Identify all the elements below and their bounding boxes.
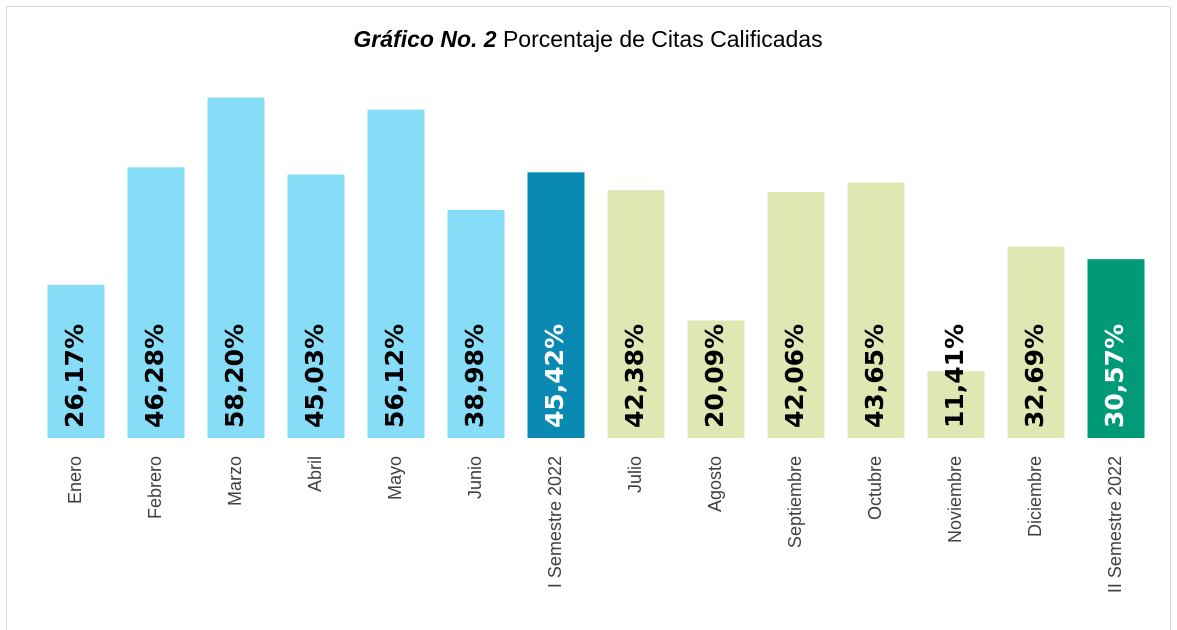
bar xyxy=(127,167,185,438)
bar xyxy=(687,320,745,438)
value-label: 30,57% xyxy=(1100,324,1129,428)
value-label: 42,06% xyxy=(780,324,809,428)
bar xyxy=(47,284,105,438)
bar xyxy=(847,182,905,438)
x-tick-label: II Semestre 2022 xyxy=(1105,456,1125,593)
bar xyxy=(527,172,585,438)
value-label: 20,09% xyxy=(700,324,729,428)
bar xyxy=(207,97,265,438)
x-tick-label: Marzo xyxy=(225,456,245,506)
x-tick-label: Noviembre xyxy=(945,456,965,543)
x-tick-label: Enero xyxy=(65,456,85,504)
value-label: 38,98% xyxy=(460,324,489,428)
x-tick-label: Febrero xyxy=(145,456,165,519)
x-tick-label: Septiembre xyxy=(785,456,805,548)
x-tick-label: Mayo xyxy=(385,456,405,500)
x-tick-label: Julio xyxy=(625,456,645,493)
value-label: 42,38% xyxy=(620,324,649,428)
bar xyxy=(1087,259,1145,438)
value-label: 32,69% xyxy=(1020,324,1049,428)
bar xyxy=(927,371,985,438)
value-label: 43,65% xyxy=(860,324,889,428)
bar xyxy=(287,174,345,438)
x-tick-label: I Semestre 2022 xyxy=(545,456,565,588)
value-label: 58,20% xyxy=(220,324,249,428)
bar xyxy=(607,190,665,438)
value-label: 45,03% xyxy=(300,324,329,428)
bar xyxy=(447,209,505,438)
bar xyxy=(767,191,825,438)
value-label: 45,42% xyxy=(540,324,569,428)
chart-title-prefix: Gráfico No. 2 xyxy=(353,26,496,52)
value-label: 26,17% xyxy=(60,324,89,428)
x-tick-label: Agosto xyxy=(705,456,725,512)
bar xyxy=(367,109,425,438)
chart-title: Gráfico No. 2 Porcentaje de Citas Califi… xyxy=(353,26,822,52)
value-label: 56,12% xyxy=(380,324,409,428)
chart-frame xyxy=(6,6,1171,630)
chart-title-text: Porcentaje de Citas Calificadas xyxy=(503,26,823,52)
x-tick-label: Diciembre xyxy=(1025,456,1045,537)
value-label: 11,41% xyxy=(940,324,969,428)
bar xyxy=(1007,246,1065,438)
x-tick-label: Junio xyxy=(465,456,485,499)
x-tick-label: Octubre xyxy=(865,456,885,520)
value-label: 46,28% xyxy=(140,324,169,428)
x-tick-label: Abril xyxy=(305,456,325,492)
